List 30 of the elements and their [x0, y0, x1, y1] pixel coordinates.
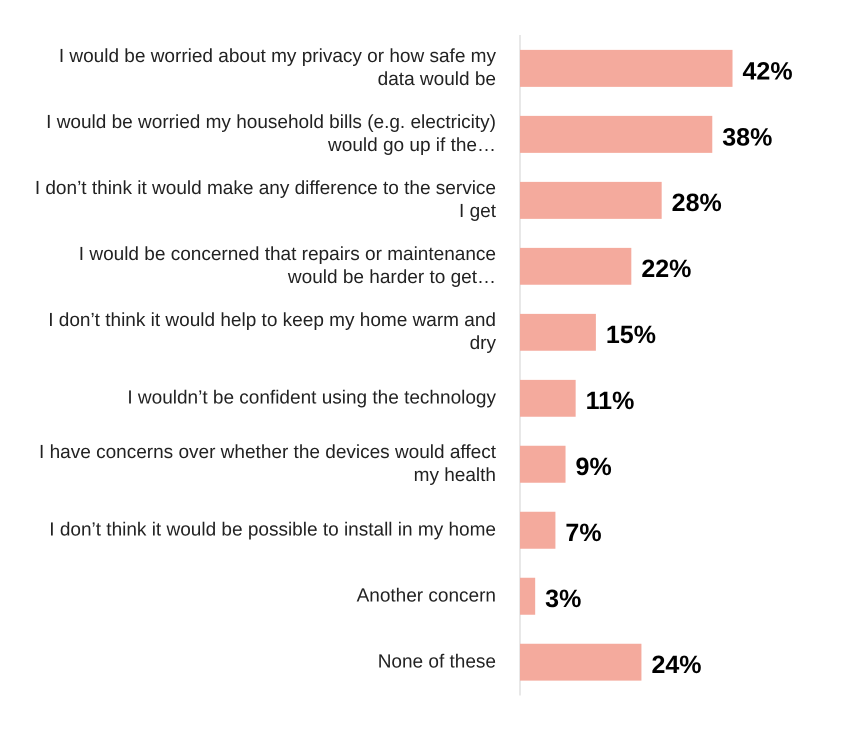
data-label: 22%	[641, 255, 692, 284]
bar	[520, 50, 733, 87]
y-tick-label: I would be worried about my privacy or how safe my data would be	[58, 46, 496, 90]
data-label: 3%	[545, 585, 582, 614]
y-tick-label: I wouldn’t be confident using the technology	[127, 388, 496, 409]
y-tick-label: None of these	[378, 651, 496, 672]
bar	[520, 578, 536, 615]
bar	[520, 116, 712, 153]
y-tick-label: I would be concerned that repairs or maintenance would be harder to get…	[78, 244, 496, 288]
y-tick-label: I have concerns over whether the devices would affect my health	[39, 442, 497, 486]
bar	[520, 182, 662, 219]
data-label: 15%	[606, 321, 656, 350]
y-tick-label: I don’t think it would help to keep my home warm and dry	[48, 310, 496, 354]
bar	[520, 314, 596, 351]
bar	[520, 380, 576, 417]
y-tick-label: I don’t think it would make any difference to the service I get	[34, 178, 497, 222]
bar	[520, 446, 566, 483]
data-label: 38%	[722, 123, 772, 152]
bar	[520, 644, 642, 681]
y-tick-label: Another concern	[356, 585, 496, 606]
data-label: 11%	[586, 387, 634, 416]
bar	[520, 512, 556, 549]
data-label: 28%	[672, 189, 722, 218]
bar	[520, 248, 632, 285]
y-tick-label: I don’t think it would be possible to install in my home	[49, 519, 496, 540]
data-label: 7%	[565, 519, 602, 548]
data-label: 24%	[651, 651, 702, 680]
data-label: 42%	[742, 57, 793, 86]
y-tick-label: I would be worried my household bills (e.g. electricity) would go up if the…	[46, 112, 496, 156]
data-label: 9%	[576, 453, 612, 482]
